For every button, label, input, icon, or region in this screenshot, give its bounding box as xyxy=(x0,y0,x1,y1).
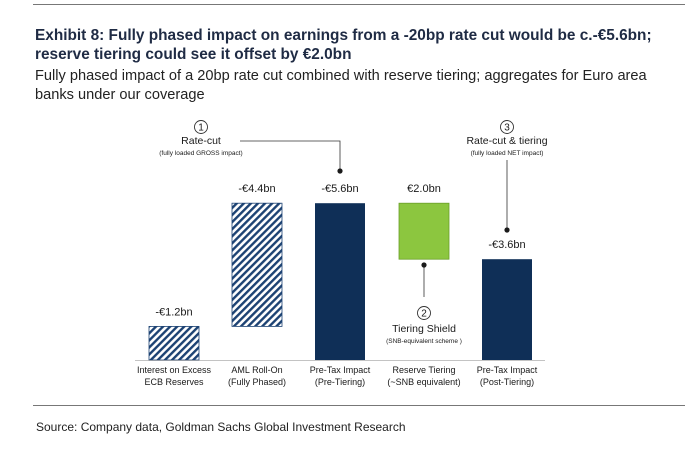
annotation-marker-3 xyxy=(500,120,514,134)
bar-1 xyxy=(148,325,200,361)
category-label-5-line-2: (Post-Tiering) xyxy=(480,377,534,387)
annotation-3-title: Rate-cut & tiering xyxy=(466,135,547,147)
source-note: Source: Company data, Goldman Sachs Glob… xyxy=(36,420,406,434)
annotation-marker-number-1: 1 xyxy=(198,123,204,134)
value-label-3: -€5.6bn xyxy=(321,183,358,195)
annotation-1-note: (fully loaded GROSS impact) xyxy=(159,150,242,157)
category-label-3-line-2: (Pre-Tiering) xyxy=(315,377,365,387)
bar-4 xyxy=(398,202,450,260)
annotation-3-note: (fully loaded NET impact) xyxy=(471,150,544,157)
category-label-2-line-2: (Fully Phased) xyxy=(228,377,286,387)
bottom-rule xyxy=(33,405,685,406)
bar-2 xyxy=(231,202,283,327)
category-label-5-line-1: Pre-Tax Impact xyxy=(477,365,538,375)
category-label-2-line-1: AML Roll-On xyxy=(231,365,282,375)
value-label-1: -€1.2bn xyxy=(155,306,192,318)
annotation-marker-number-2: 2 xyxy=(421,309,427,320)
annotation-2-title: Tiering Shield xyxy=(392,323,456,335)
annotation-marker-2 xyxy=(417,306,431,320)
annotation-1-connector xyxy=(240,140,341,171)
bar-3 xyxy=(315,203,365,360)
category-label-3-line-1: Pre-Tax Impact xyxy=(310,365,371,375)
exhibit-subtitle: Fully phased impact of a 20bp rate cut c… xyxy=(35,68,647,103)
category-label-4-line-1: Reserve Tiering xyxy=(392,365,455,375)
category-label-4-line-2: (~SNB equivalent) xyxy=(387,377,460,387)
top-rule xyxy=(33,4,685,5)
value-label-5: -€3.6bn xyxy=(488,239,525,251)
category-label-1-line-1: Interest on Excess xyxy=(137,365,212,375)
annotation-marker-1 xyxy=(194,120,208,134)
value-label-2: -€4.4bn xyxy=(238,183,275,195)
bar-5 xyxy=(482,259,532,360)
annotation-marker-number-3: 3 xyxy=(504,123,510,134)
category-label-1-line-2: ECB Reserves xyxy=(144,377,204,387)
annotation-2-note: (SNB-equivalent scheme ) xyxy=(386,338,462,345)
annotation-pointer-dot-3 xyxy=(504,227,510,233)
annotation-1-title: Rate-cut xyxy=(181,135,221,147)
annotation-pointer-dot-2 xyxy=(421,262,427,268)
annotation-pointer-dot-1 xyxy=(337,168,343,174)
exhibit-title: Exhibit 8: Fully phased impact on earnin… xyxy=(35,27,652,63)
value-label-4: €2.0bn xyxy=(407,183,441,195)
